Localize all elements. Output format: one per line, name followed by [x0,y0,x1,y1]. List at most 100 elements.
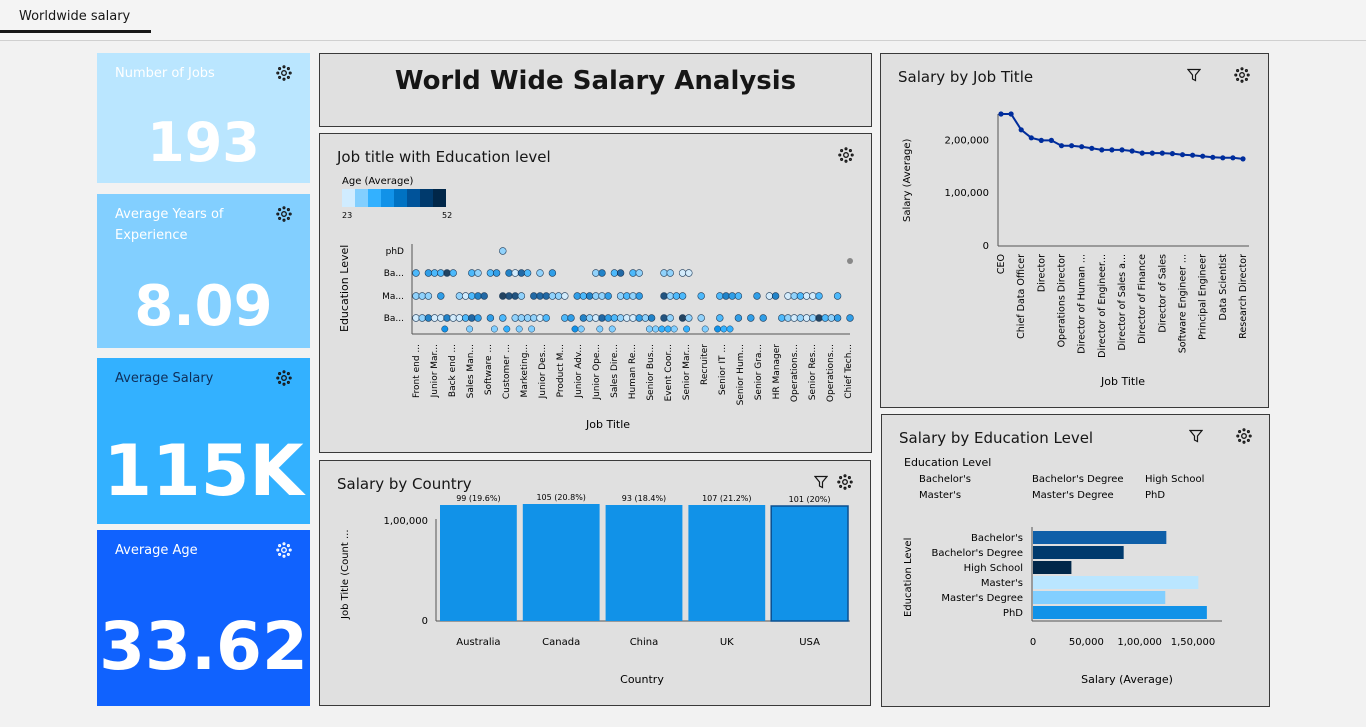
x-tick-label: 1,00,000 [1117,637,1162,648]
gear-icon[interactable] [276,542,292,562]
data-point [635,292,643,300]
data-point [530,314,538,322]
data-point [815,292,823,300]
kpi-label: Average Years of Experience [115,207,224,243]
kpi-value: 193 [147,111,260,174]
data-point [561,314,569,322]
x-tick-label: HR Manager [772,344,782,400]
bar-china [605,505,683,621]
data-point [678,269,687,277]
data-point [412,292,420,300]
data-point [474,314,482,322]
data-point [424,292,433,300]
x-tick-label: Sales Man... [466,344,476,398]
data-point [802,292,811,300]
data-point [592,269,600,277]
data-point [598,292,606,300]
x-axis-label: Country [620,673,664,686]
data-point [1058,143,1065,149]
data-point [1069,143,1075,149]
data-point [449,269,457,277]
data-point [1008,111,1014,117]
data-point [1210,154,1216,160]
bar-phd [1033,606,1207,619]
y-tick-label: Ba... [384,314,404,324]
x-tick-label: UK [720,637,734,648]
data-point [1169,151,1175,157]
x-tick-label: Junior Mar... [430,344,440,398]
bar-uk [688,505,766,621]
gear-icon[interactable] [1234,67,1250,87]
gear-icon[interactable] [838,147,854,167]
filter-icon[interactable] [1188,428,1204,447]
data-point [716,314,724,322]
data-point [678,314,687,322]
gear-icon[interactable] [276,65,292,85]
data-point [809,314,817,322]
y-tick-label: phD [386,247,404,257]
data-point [796,314,805,322]
data-point [474,269,482,277]
data-point [437,269,445,277]
filter-icon[interactable] [1186,67,1202,86]
data-point [598,269,606,277]
x-tick-label: Human Re... [628,344,638,399]
dashboard-title: World Wide Salary Analysis [394,66,797,96]
data-point [449,314,457,322]
legend-item: Bachelor's Degree [1032,474,1124,485]
data-point [720,325,728,333]
data-label: 105 (20.8%) [536,493,585,502]
data-label: 93 (18.4%) [622,494,666,503]
data-point [608,325,616,333]
data-point [734,292,743,300]
data-point [511,269,519,277]
legend-swatch [407,189,420,207]
data-point [610,269,619,277]
filter-icon[interactable] [813,474,829,493]
chart-title: Job title with Education level [337,148,551,166]
x-tick-label: Junior Ope... [592,344,602,401]
gear-icon[interactable] [837,474,853,494]
data-point [412,314,420,322]
y-tick-label: 1,00,000 [383,516,428,527]
y-tick-label: 2,00,000 [944,135,989,146]
data-point [616,269,625,277]
data-point [629,314,637,322]
data-point [437,292,445,300]
data-point [437,314,445,322]
data-point [542,314,550,322]
chart-title: Salary by Education Level [899,429,1094,447]
data-point [635,314,643,322]
y-tick-label: Master's Degree [941,593,1023,604]
data-point [747,314,755,322]
gear-icon[interactable] [276,206,292,226]
data-label: 99 (19.6%) [456,494,500,503]
data-point [685,269,693,277]
data-point [784,314,792,322]
data-point [571,325,579,333]
legend-swatch [394,189,407,207]
gear-icon[interactable] [276,370,292,390]
legend-swatch [368,189,381,207]
data-point [1240,156,1246,162]
tab-worldwide-salary[interactable]: Worldwide salary [0,0,151,33]
x-tick-label: Customer ... [502,344,512,399]
data-point [573,292,581,300]
data-point [492,269,501,277]
data-point [412,269,420,277]
gear-icon[interactable] [1236,428,1252,448]
y-axis-label: Job Title (Count ... [340,529,351,620]
x-tick-label: Recruiter [700,344,710,385]
data-point [455,292,464,300]
color-legend [342,189,446,207]
bar-master-s [1033,576,1199,589]
legend-swatch [433,189,446,207]
bar-canada [522,504,600,621]
x-tick-label: Marketing... [520,344,530,397]
y-tick-label: Bachelor's Degree [931,548,1023,559]
data-point [714,325,722,333]
data-point [418,314,426,322]
data-point [528,325,536,333]
kpi-average-age: Average Age 33.62 [97,530,310,706]
data-point [847,258,853,264]
